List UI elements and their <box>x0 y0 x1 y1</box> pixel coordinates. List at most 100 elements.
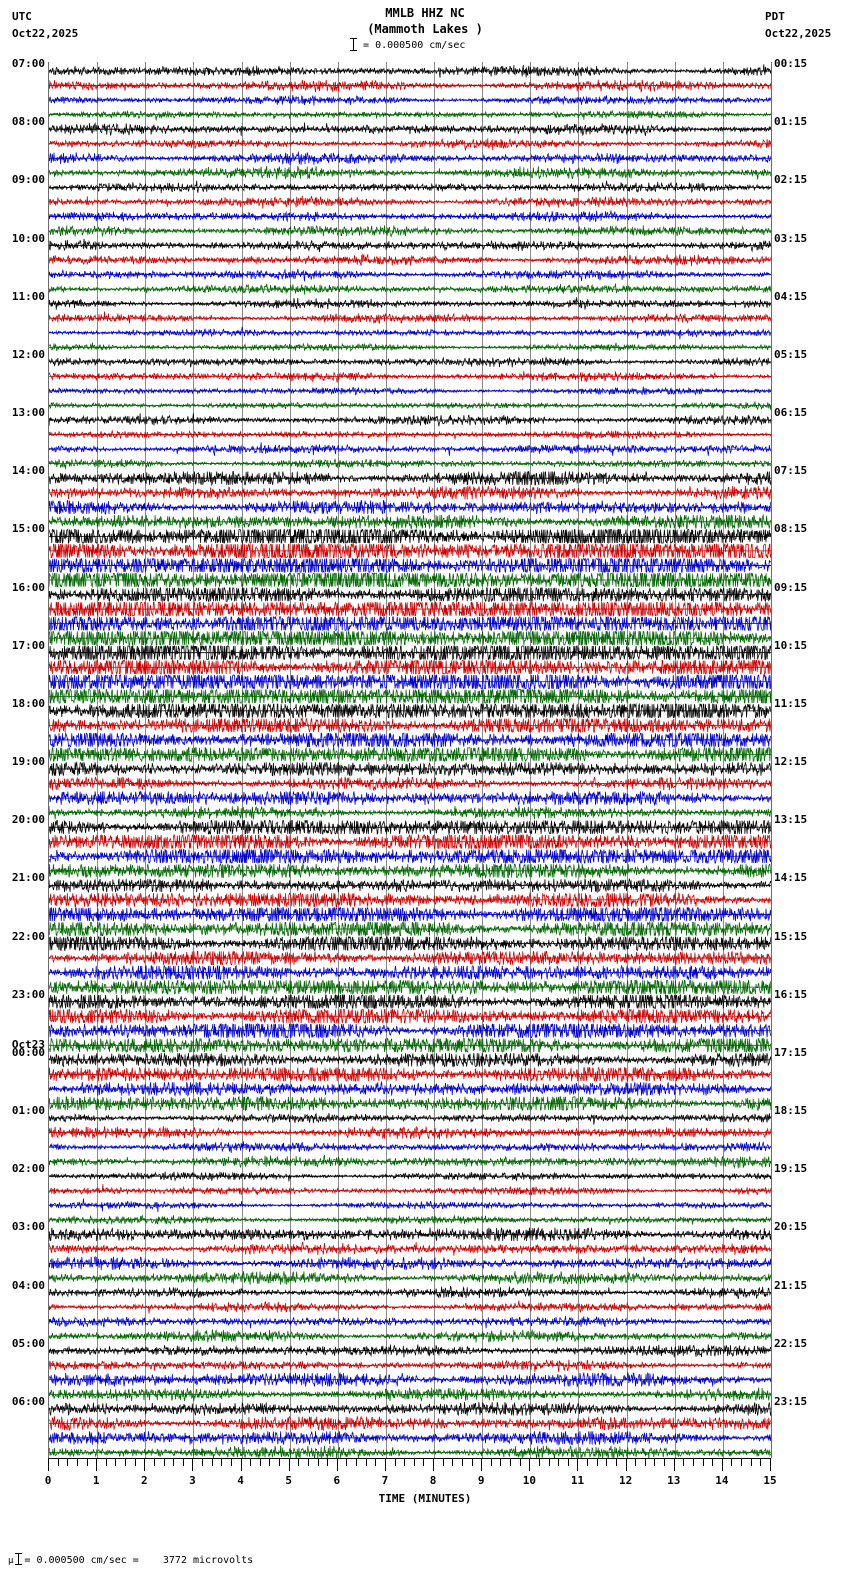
major-tick-5 <box>96 1458 98 1471</box>
x-axis-line <box>48 1458 770 1459</box>
major-tick-40 <box>433 1458 435 1471</box>
utc-hour-label-13: 20:00 <box>11 813 45 827</box>
seismic-trace-94 <box>49 1431 771 1446</box>
gridline-minute-1 <box>97 62 99 1458</box>
gridline-minute-7 <box>385 62 387 1458</box>
minor-tick-12 <box>163 1458 165 1466</box>
minor-tick-26 <box>298 1458 300 1466</box>
minor-tick-13 <box>173 1458 175 1466</box>
major-tick-75 <box>770 1458 771 1471</box>
scale-bar-icon <box>350 38 357 51</box>
x-tick-label-4: 4 <box>237 1474 244 1487</box>
seismic-trace-13 <box>49 253 771 267</box>
minor-tick-24 <box>279 1458 281 1466</box>
major-tick-65 <box>673 1458 675 1471</box>
seismic-trace-81 <box>49 1241 771 1256</box>
x-tick-label-7: 7 <box>381 1474 389 1487</box>
gridline-minute-11 <box>578 62 580 1458</box>
seismic-trace-5 <box>49 137 771 151</box>
seismic-trace-24 <box>49 413 771 427</box>
seismic-trace-88 <box>49 1344 771 1358</box>
utc-hour-label-8: 15:00 <box>11 522 45 536</box>
minor-tick-69 <box>712 1458 714 1466</box>
minor-tick-14 <box>182 1458 184 1466</box>
seismic-trace-70 <box>49 1080 771 1097</box>
minor-tick-49 <box>519 1458 521 1466</box>
seismic-trace-43 <box>49 688 771 705</box>
seismic-trace-15 <box>49 283 771 295</box>
minor-tick-21 <box>250 1458 252 1466</box>
pdt-hour-label-23: 23:15 <box>774 1394 808 1408</box>
minor-tick-3 <box>76 1458 78 1466</box>
seismic-trace-26 <box>49 442 771 456</box>
pdt-hour-label-17: 17:15 <box>774 1045 808 1059</box>
pdt-hour-label-11: 11:15 <box>774 696 808 710</box>
seismic-trace-79 <box>49 1214 771 1225</box>
minor-tick-8 <box>125 1458 126 1466</box>
utc-hour-label-17: 00:00 <box>11 1045 45 1059</box>
seismic-trace-11 <box>49 224 771 238</box>
seismic-trace-63 <box>49 978 771 996</box>
gridline-minute-9 <box>482 62 484 1458</box>
minor-tick-54 <box>567 1458 569 1466</box>
minor-tick-71 <box>731 1458 733 1466</box>
seismic-trace-89 <box>49 1359 771 1373</box>
major-tick-35 <box>384 1458 386 1471</box>
seismic-trace-21 <box>49 371 771 383</box>
seismic-trace-35 <box>49 571 771 589</box>
seismic-trace-29 <box>49 485 771 500</box>
major-tick-50 <box>529 1458 531 1471</box>
seismic-trace-55 <box>49 862 771 879</box>
seismic-trace-39 <box>49 630 771 647</box>
minor-tick-51 <box>538 1458 540 1466</box>
seismic-trace-83 <box>49 1271 771 1285</box>
seismic-trace-65 <box>49 1008 771 1025</box>
seismic-trace-60 <box>49 935 771 952</box>
seismic-trace-45 <box>49 717 771 734</box>
seismic-trace-27 <box>49 458 771 470</box>
seismic-trace-19 <box>49 342 771 352</box>
minor-tick-6 <box>105 1458 107 1466</box>
pdt-hour-axis: 00:15 01:15 02:15 03:15 04:15 05:15 06:15 07:15… <box>772 58 850 1458</box>
minor-tick-53 <box>558 1458 560 1466</box>
seismic-trace-71 <box>49 1095 771 1112</box>
seismic-trace-28 <box>49 470 771 487</box>
major-tick-15 <box>192 1458 194 1471</box>
seismic-trace-16 <box>49 297 771 310</box>
seismic-trace-9 <box>49 195 771 209</box>
utc-hour-label-9: 16:00 <box>11 580 45 594</box>
gridline-minute-10 <box>530 62 532 1458</box>
minor-tick-44 <box>471 1458 473 1466</box>
minor-tick-38 <box>413 1458 415 1466</box>
seismic-trace-90 <box>49 1371 771 1388</box>
gridline-minute-12 <box>626 62 628 1458</box>
pdt-hour-label-6: 06:15 <box>774 406 808 419</box>
x-tick-label-9: 9 <box>477 1474 485 1487</box>
pdt-hour-label-21: 21:15 <box>774 1278 808 1292</box>
pdt-hour-label-13: 13:15 <box>774 813 808 827</box>
seismic-trace-52 <box>49 819 771 836</box>
minor-tick-62 <box>644 1458 646 1466</box>
seismic-trace-33 <box>49 542 771 559</box>
pdt-timezone-label: PDT <box>765 10 785 23</box>
seismic-trace-76 <box>49 1171 771 1182</box>
utc-hour-label-2: 09:00 <box>11 173 45 187</box>
seismic-trace-80 <box>49 1227 771 1242</box>
utc-hour-label-21: 04:00 <box>11 1278 45 1292</box>
minor-tick-31 <box>346 1458 348 1466</box>
x-tick-label-1: 1 <box>92 1474 100 1487</box>
major-tick-70 <box>721 1458 723 1471</box>
minor-tick-66 <box>683 1458 685 1466</box>
utc-hour-label-10: 17:00 <box>11 638 45 652</box>
x-axis-ticks <box>48 1458 771 1472</box>
calibration-footer: μ = 0.000500 cm/sec = 3772 microvolts <box>8 1553 253 1566</box>
x-tick-label-8: 8 <box>429 1474 437 1487</box>
seismic-trace-12 <box>49 238 771 253</box>
pdt-hour-label-16: 16:15 <box>774 987 808 1001</box>
pdt-hour-label-18: 18:15 <box>774 1104 808 1117</box>
minor-tick-23 <box>269 1458 271 1466</box>
minor-tick-42 <box>452 1458 454 1466</box>
seismic-trace-8 <box>49 180 771 194</box>
utc-hour-label-5: 12:00 <box>11 347 45 361</box>
pdt-hour-label-9: 09:15 <box>774 580 808 594</box>
